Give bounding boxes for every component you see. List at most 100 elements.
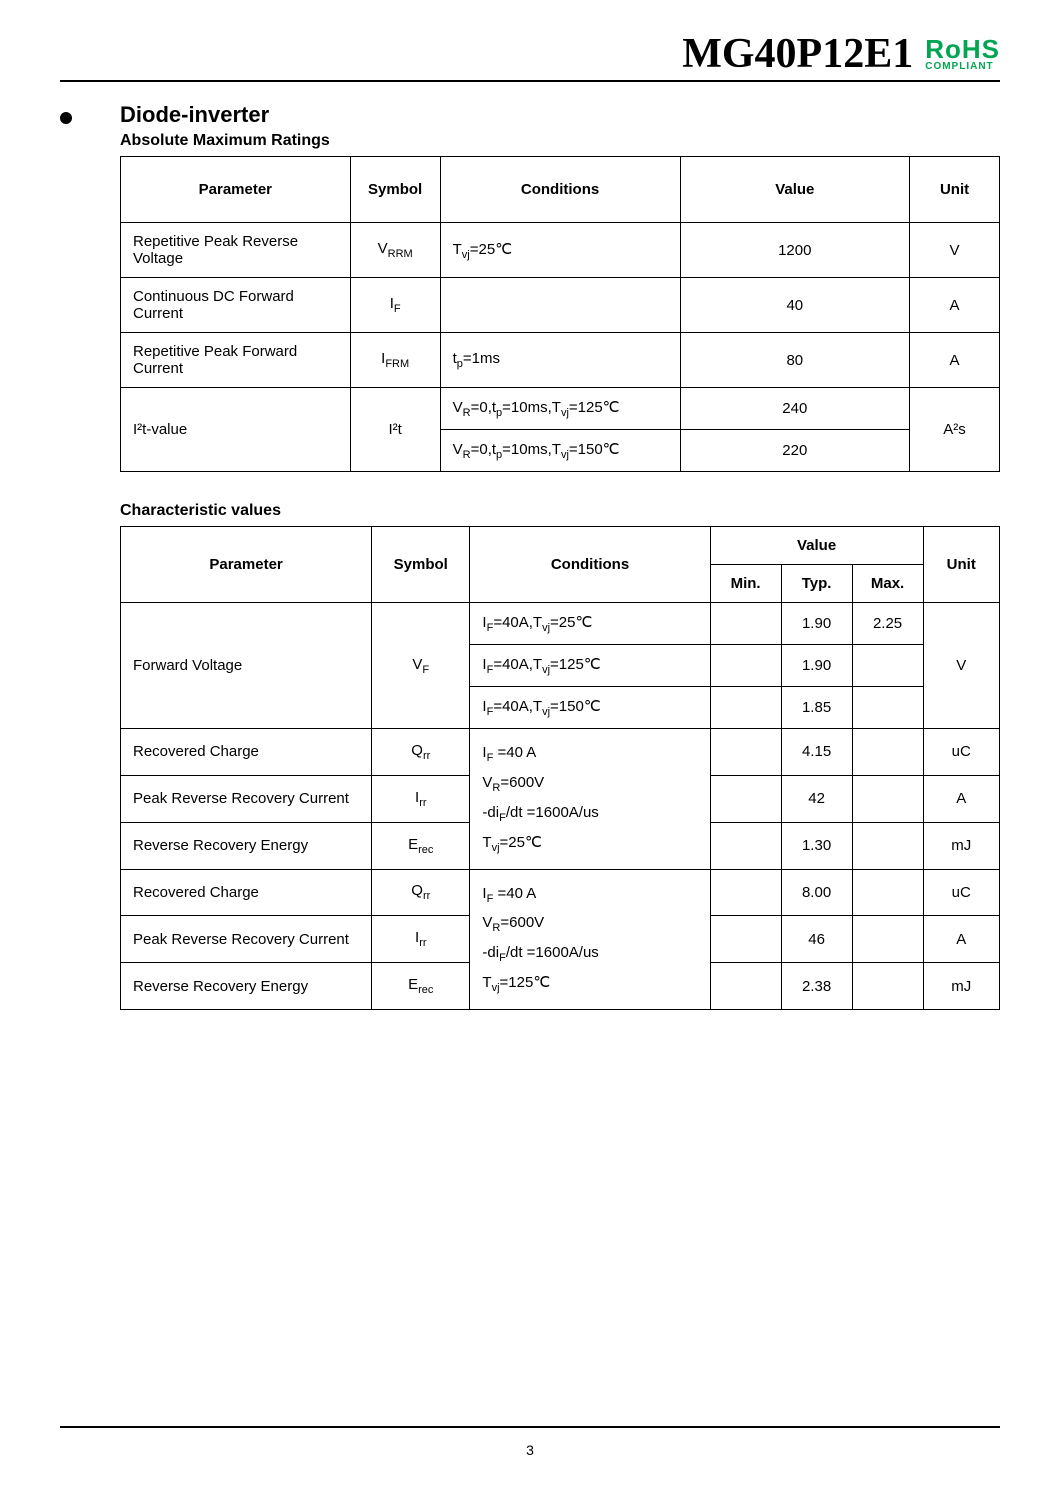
table-header-row: Parameter Symbol Conditions Value Unit <box>121 157 1000 223</box>
unit: mJ <box>923 822 999 869</box>
unit: A²s <box>910 388 1000 472</box>
typ: 1.85 <box>781 687 852 729</box>
symbol: Irr <box>372 775 470 822</box>
typ: 42 <box>781 775 852 822</box>
symbol: VF <box>372 603 470 729</box>
conditions: IF =40 A VR=600V -diF/dt =1600A/us Tvj=2… <box>470 729 710 870</box>
value: 40 <box>680 278 910 333</box>
typ: 8.00 <box>781 869 852 916</box>
col-typ: Typ. <box>781 565 852 603</box>
param: Repetitive Peak Forward Current <box>121 333 351 388</box>
rohs-text: RoHS <box>925 36 1000 62</box>
param: Reverse Recovery Energy <box>121 963 372 1010</box>
conditions: VR=0,tp=10ms,Tvj=150℃ <box>440 430 680 472</box>
max <box>852 869 923 916</box>
min <box>710 869 781 916</box>
value: 80 <box>680 333 910 388</box>
param: Peak Reverse Recovery Current <box>121 916 372 963</box>
param: Reverse Recovery Energy <box>121 822 372 869</box>
typ: 4.15 <box>781 729 852 776</box>
table-row: Forward Voltage VF IF=40A,Tvj=25℃ 1.90 2… <box>121 603 1000 645</box>
header: MG40P12E1 RoHS COMPLIANT <box>60 30 1000 82</box>
param: Recovered Charge <box>121 729 372 776</box>
typ: 2.38 <box>781 963 852 1010</box>
min <box>710 645 781 687</box>
unit: A <box>910 278 1000 333</box>
col-min: Min. <box>710 565 781 603</box>
typ: 1.90 <box>781 645 852 687</box>
min <box>710 916 781 963</box>
value: 1200 <box>680 223 910 278</box>
min <box>710 963 781 1010</box>
min <box>710 822 781 869</box>
characteristic-values-table: Parameter Symbol Conditions Value Unit M… <box>120 526 1000 1010</box>
max <box>852 775 923 822</box>
col-symbol: Symbol <box>372 527 470 603</box>
table-row: Recovered Charge Qrr IF =40 A VR=600V -d… <box>121 729 1000 776</box>
part-number: MG40P12E1 <box>682 30 913 78</box>
table-row: Repetitive Peak Reverse Voltage VRRM Tvj… <box>121 223 1000 278</box>
conditions: tp=1ms <box>440 333 680 388</box>
rohs-compliant: COMPLIANT <box>925 62 993 72</box>
symbol: Irr <box>372 916 470 963</box>
col-value: Value <box>710 527 923 565</box>
col-unit: Unit <box>910 157 1000 223</box>
unit: A <box>923 775 999 822</box>
table-header-row: Parameter Symbol Conditions Value Unit <box>121 527 1000 565</box>
conditions: VR=0,tp=10ms,Tvj=125℃ <box>440 388 680 430</box>
param: Continuous DC Forward Current <box>121 278 351 333</box>
section-title: Diode-inverter <box>120 102 269 127</box>
symbol: IF <box>350 278 440 333</box>
max: 2.25 <box>852 603 923 645</box>
max <box>852 729 923 776</box>
symbol: Qrr <box>372 869 470 916</box>
col-symbol: Symbol <box>350 157 440 223</box>
min <box>710 603 781 645</box>
max <box>852 687 923 729</box>
table-row: I²t-value I²t VR=0,tp=10ms,Tvj=125℃ 240 … <box>121 388 1000 430</box>
table1-title: Absolute Maximum Ratings <box>120 132 1000 150</box>
param: Forward Voltage <box>121 603 372 729</box>
table-row: Recovered Charge Qrr IF =40 A VR=600V -d… <box>121 869 1000 916</box>
typ: 1.30 <box>781 822 852 869</box>
table-row: Repetitive Peak Forward Current IFRM tp=… <box>121 333 1000 388</box>
max <box>852 916 923 963</box>
abs-max-ratings-table: Parameter Symbol Conditions Value Unit R… <box>120 156 1000 472</box>
min <box>710 687 781 729</box>
min <box>710 775 781 822</box>
value: 240 <box>680 388 910 430</box>
unit: A <box>923 916 999 963</box>
bullet-icon <box>60 112 72 124</box>
table-row: Continuous DC Forward Current IF 40 A <box>121 278 1000 333</box>
col-parameter: Parameter <box>121 157 351 223</box>
unit: V <box>910 223 1000 278</box>
conditions: IF=40A,Tvj=25℃ <box>470 603 710 645</box>
param: Repetitive Peak Reverse Voltage <box>121 223 351 278</box>
col-unit: Unit <box>923 527 999 603</box>
symbol: IFRM <box>350 333 440 388</box>
param: I²t-value <box>121 388 351 472</box>
conditions: IF=40A,Tvj=150℃ <box>470 687 710 729</box>
unit: mJ <box>923 963 999 1010</box>
table2-title: Characteristic values <box>120 502 1000 520</box>
col-max: Max. <box>852 565 923 603</box>
symbol: VRRM <box>350 223 440 278</box>
conditions: Tvj=25℃ <box>440 223 680 278</box>
max <box>852 645 923 687</box>
param: Peak Reverse Recovery Current <box>121 775 372 822</box>
section-heading: Diode-inverter <box>60 102 1000 128</box>
col-conditions: Conditions <box>470 527 710 603</box>
symbol: Erec <box>372 963 470 1010</box>
col-value: Value <box>680 157 910 223</box>
page-number: 3 <box>0 1442 1060 1458</box>
conditions <box>440 278 680 333</box>
unit: V <box>923 603 999 729</box>
typ: 1.90 <box>781 603 852 645</box>
typ: 46 <box>781 916 852 963</box>
footer-divider <box>60 1426 1000 1428</box>
param: Recovered Charge <box>121 869 372 916</box>
min <box>710 729 781 776</box>
unit: uC <box>923 729 999 776</box>
conditions: IF =40 A VR=600V -diF/dt =1600A/us Tvj=1… <box>470 869 710 1010</box>
col-parameter: Parameter <box>121 527 372 603</box>
